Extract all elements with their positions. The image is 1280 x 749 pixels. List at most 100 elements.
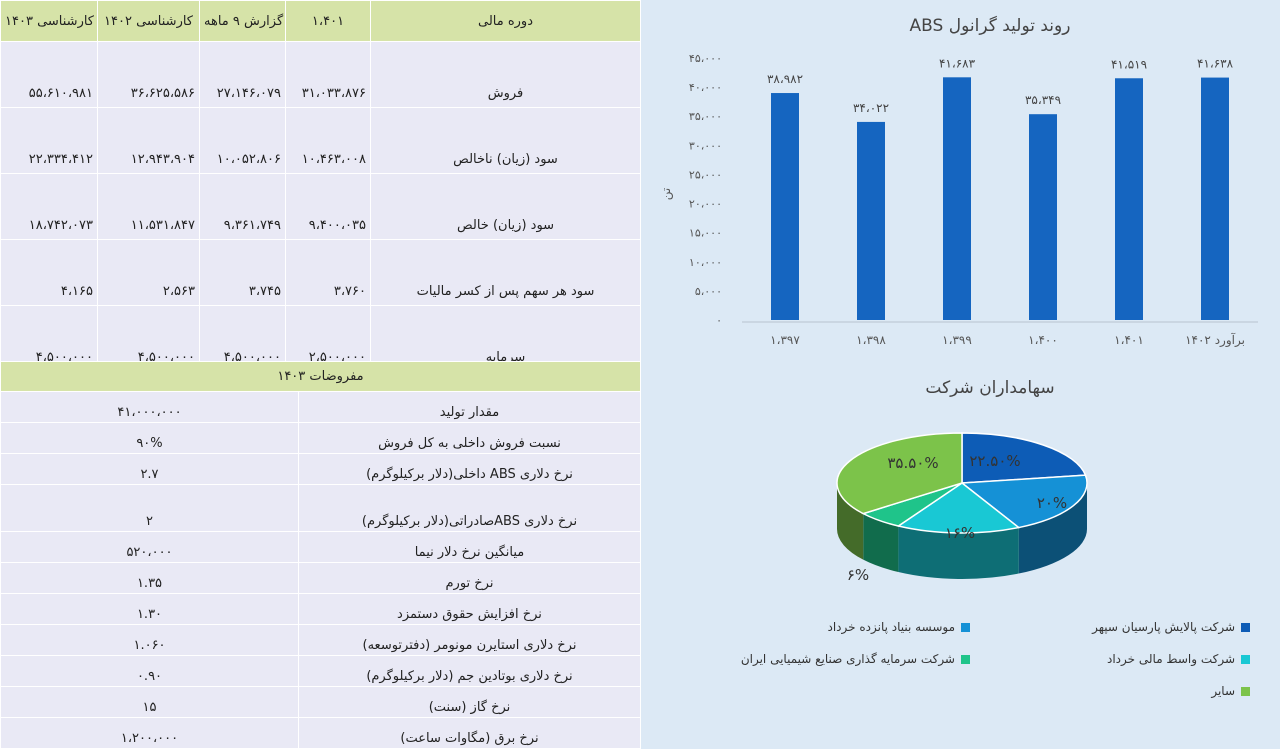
pie-slice-side <box>863 513 899 573</box>
assumption-label: نرخ دلاری بوتادین جم (دلار برکیلوگرم) <box>298 655 641 687</box>
pie-slice <box>836 432 963 515</box>
financial-cell: ۲۲،۳۳۴،۴۱۲ <box>0 107 98 174</box>
bar-data-label: ۴۱،۵۱۹ <box>1111 57 1147 71</box>
assumption-row: ۴۱،۰۰۰،۰۰۰ مقدار تولید <box>0 391 641 423</box>
y-tick-label: ۳۵،۰۰۰ <box>689 110 722 123</box>
financial-cell: ۳،۷۴۵ <box>199 239 286 306</box>
financial-cell: ۲،۵۰۰،۰۰۰ <box>285 305 371 372</box>
assumption-row: ۱۵ نرخ گاز (سنت) <box>0 686 641 718</box>
y-tick-label: ۱۵،۰۰۰ <box>689 227 722 240</box>
assumption-value: ۱،۲۰۰،۰۰۰ <box>0 717 299 749</box>
legend-item: شرکت سرمایه گذاری صنایع شیمیایی ایران <box>741 652 970 666</box>
legend-label: شرکت پالایش پارسیان سپهر <box>1092 620 1235 634</box>
legend-swatch <box>1241 686 1250 696</box>
financial-row: ۴،۱۶۵ ۲،۵۶۳ ۳،۷۴۵ ۳،۷۶۰ سود هر سهم پس از کسر… <box>0 239 641 306</box>
assumption-value: ۱.۰۶۰ <box>0 624 299 656</box>
pie-slice-side <box>898 526 1019 579</box>
pie-data-label: ۲۰% <box>1037 494 1067 512</box>
financial-row: ۱۸،۷۴۲،۰۷۳ ۱۱،۵۳۱،۸۴۷ ۹،۳۶۱،۷۴۹ ۹،۴۰۰،۰۳۵ سو… <box>0 173 641 240</box>
financial-row-label: سرمایه <box>370 305 641 372</box>
y-tick-label: ۴۵،۰۰۰ <box>689 52 722 65</box>
y-tick-label: ۳۰،۰۰۰ <box>689 139 722 152</box>
assumption-label: نرخ تورم <box>298 562 641 594</box>
assumption-label: نرخ دلاری استایرن مونومر (دفترتوسعه) <box>298 624 641 656</box>
assumption-label: مقدار تولید <box>298 391 641 423</box>
bar-chart: ۰ ۵،۰۰۰ ۱۰،۰۰۰ ۱۵،۰۰۰ ۲۰،۰۰۰ ۲۵،۰۰۰ ۳۰،۰۰۰ ۳۵،۰… <box>659 52 1258 348</box>
legend-swatch <box>961 622 970 632</box>
bar-data-label: ۴۱،۶۸۳ <box>939 56 976 70</box>
bar <box>1115 78 1143 321</box>
assumption-row: ۲ نرخ دلاری ABSصادراتی(دلار برکیلوگرم) <box>0 484 641 532</box>
header-1403: ۱۴۰۳ کارشناسی <box>0 0 98 42</box>
assumption-value: ۱.۳۰ <box>0 593 299 625</box>
assumption-label: میانگین نرخ دلار نیما <box>298 531 641 563</box>
pie-slice <box>959 474 1088 529</box>
financial-cell: ۱۰،۴۶۳،۰۰۸ <box>285 107 371 174</box>
assumption-label: نرخ گاز (سنت) <box>298 686 641 718</box>
y-tick-label: ۱۰،۰۰۰ <box>689 256 722 269</box>
assumption-row: ۱،۲۰۰،۰۰۰ نرخ برق (مگاوات ساعت) <box>0 717 641 749</box>
pie-data-label: ۳۵.۵۰% <box>887 454 938 472</box>
y-tick-label: ۰ <box>716 314 722 327</box>
financial-cell: ۴،۱۶۵ <box>0 239 98 306</box>
x-tick-label: ۱،۴۰۰ <box>1028 333 1058 347</box>
y-tick-label: ۵،۰۰۰ <box>695 285 722 298</box>
financial-row-label: سود هر سهم پس از کسر مالیات <box>370 239 641 306</box>
financial-cell: ۱۸،۷۴۲،۰۷۳ <box>0 173 98 240</box>
financial-row: ۵۵،۶۱۰،۹۸۱ ۳۶،۶۲۵،۵۸۶ ۲۷،۱۴۶،۰۷۹ ۳۱،۰۳۳،۸۷۶… <box>0 41 641 108</box>
bar-data-label: ۳۸،۹۸۲ <box>767 72 803 86</box>
financial-row: ۲۲،۳۳۴،۴۱۲ ۱۲،۹۴۳،۹۰۴ ۱۰،۰۵۲،۸۰۶ ۱۰،۴۶۳،۰۰۸… <box>0 107 641 174</box>
y-tick-label: ۲۰،۰۰۰ <box>689 198 722 211</box>
bar <box>943 77 971 320</box>
legend-swatch <box>1241 622 1250 632</box>
bar <box>857 121 885 321</box>
financial-cell: ۵۵،۶۱۰،۹۸۱ <box>0 41 98 108</box>
assumption-label: نرخ دلاری ABS داخلی(دلار برکیلوگرم) <box>298 453 641 485</box>
assumption-label: نسبت فروش داخلی به کل فروش <box>298 422 641 454</box>
financial-header-row: ۱۴۰۳ کارشناسی ۱۴۰۲ کارشناسی گزارش ۹ ماهه… <box>0 0 641 42</box>
financial-cell: ۱۰،۰۵۲،۸۰۶ <box>199 107 286 174</box>
pie-data-label: ۶% <box>847 566 869 584</box>
financial-cell: ۱۱،۵۳۱،۸۴۷ <box>97 173 200 240</box>
x-tick-label: ۱۴۰۲ برآورد <box>1185 332 1245 348</box>
bar-data-label: ۴۱،۶۳۸ <box>1197 57 1234 71</box>
pie-chart-title: سهامداران شرکت <box>925 378 1055 398</box>
legend-label: شرکت سرمایه گذاری صنایع شیمیایی ایران <box>740 652 955 666</box>
financial-row-label: فروش <box>370 41 641 108</box>
y-tick-label: ۴۰،۰۰۰ <box>689 81 722 94</box>
assumption-value: ۱.۳۵ <box>0 562 299 594</box>
assumption-value: ۹۰% <box>0 422 299 454</box>
legend-item: سایر <box>1211 684 1250 698</box>
financial-cell: ۲۷،۱۴۶،۰۷۹ <box>199 41 286 108</box>
x-tick-label: ۱،۳۹۹ <box>942 333 972 347</box>
legend-label: شرکت واسط مالی خرداد <box>1107 652 1235 666</box>
legend-label: سایر <box>1211 684 1235 698</box>
pie-chart: ۲۲.۵۰% ۲۰% ۱۶% ۶% ۳۵.۵۰% <box>836 432 1088 584</box>
header-1402: ۱۴۰۲ کارشناسی <box>97 0 200 42</box>
legend-item: شرکت واسط مالی خرداد <box>1107 652 1250 666</box>
header-period: دوره مالی <box>370 0 641 42</box>
financial-row-label: سود (زیان) ناخالص <box>370 107 641 174</box>
y-tick-label: ۲۵،۰۰۰ <box>689 168 722 181</box>
legend-label: موسسه بنیاد پانزده خرداد <box>827 620 956 634</box>
charts-canvas: ۰ ۵،۰۰۰ ۱۰،۰۰۰ ۱۵،۰۰۰ ۲۰،۰۰۰ ۲۵،۰۰۰ ۳۰،۰۰۰ ۳۵،۰… <box>659 52 1258 584</box>
financial-cell: ۳۶،۶۲۵،۵۸۶ <box>97 41 200 108</box>
assumption-row: ۱.۳۵ نرخ تورم <box>0 562 641 594</box>
legend-swatch <box>961 654 970 664</box>
pie-slice <box>896 482 1021 534</box>
bar <box>1029 114 1057 320</box>
assumption-value: ۲ <box>0 484 299 532</box>
header-9month: گزارش ۹ ماهه <box>199 0 286 42</box>
bar <box>1201 77 1229 320</box>
y-axis-label: تن <box>659 188 674 200</box>
financial-row-label: سود (زیان) خالص <box>370 173 641 240</box>
financial-cell: ۳۱،۰۳۳،۸۷۶ <box>285 41 371 108</box>
pie-data-label: ۱۶% <box>945 524 975 542</box>
legend-swatch <box>1241 654 1250 664</box>
bar <box>771 93 799 320</box>
assumption-row: ۲.۷ نرخ دلاری ABS داخلی(دلار برکیلوگرم) <box>0 453 641 485</box>
financial-cell: ۹،۳۶۱،۷۴۹ <box>199 173 286 240</box>
legend-item: شرکت پالایش پارسیان سپهر <box>1092 620 1250 634</box>
pie-slice-side <box>1018 483 1087 574</box>
pie-slice <box>961 432 1087 484</box>
